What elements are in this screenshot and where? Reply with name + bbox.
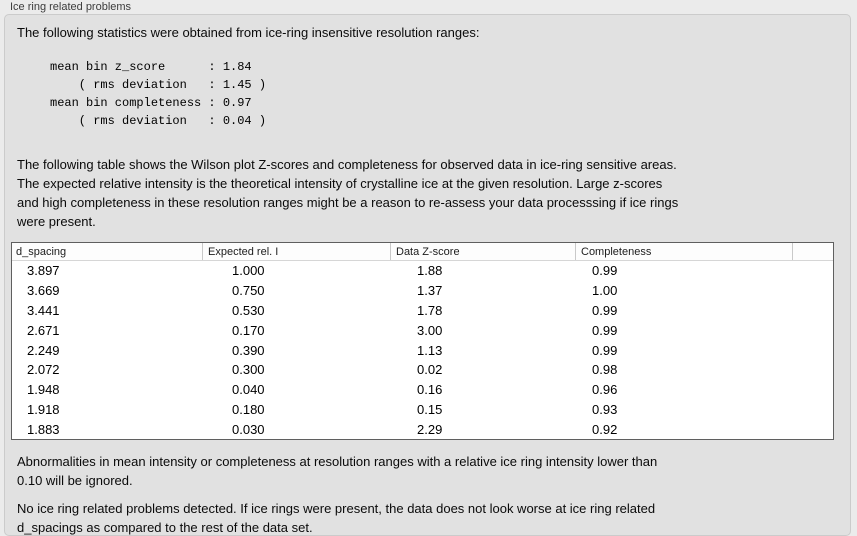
table-cell: 0.180 xyxy=(232,401,265,417)
table-row[interactable]: 2.671 0.170 3.00 0.99 xyxy=(12,320,833,341)
table-row[interactable]: 2.072 0.300 0.02 0.98 xyxy=(12,359,833,380)
ignore-note: Abnormalities in mean intensity or compl… xyxy=(17,454,658,488)
table-cell: 0.530 xyxy=(232,302,265,318)
conclusion-note: No ice ring related problems detected. I… xyxy=(17,501,656,535)
column-header-data-z-score[interactable]: Data Z-score xyxy=(390,243,575,260)
summary-stats-block: mean bin z_score : 1.84 ( rms deviation … xyxy=(50,60,267,128)
table-cell: 0.15 xyxy=(417,401,443,417)
table-cell: 0.99 xyxy=(592,263,618,279)
table-cell: 0.98 xyxy=(592,362,618,378)
table-body: 3.897 1.000 1.88 0.99 3.669 0.750 1.37 1.00 3.44… xyxy=(12,261,833,440)
ice-ring-table: d_spacing Expected rel. I Data Z-score Comp… xyxy=(11,242,834,440)
table-row[interactable]: 1.883 0.030 2.29 0.92 xyxy=(12,419,833,440)
table-cell: 2.29 xyxy=(417,421,443,437)
table-cell: 1.00 xyxy=(592,283,618,299)
table-cell: 0.040 xyxy=(232,382,265,398)
column-header-expected-rel-i[interactable]: Expected rel. I xyxy=(202,243,390,260)
table-cell: 0.02 xyxy=(417,362,443,378)
table-cell: 1.78 xyxy=(417,302,443,318)
table-cell: 0.99 xyxy=(592,342,618,358)
column-header-completeness[interactable]: Completeness xyxy=(575,243,792,260)
table-cell: 0.99 xyxy=(592,322,618,338)
table-row[interactable]: 3.669 0.750 1.37 1.00 xyxy=(12,280,833,301)
table-cell: 0.750 xyxy=(232,283,265,299)
table-cell: 0.93 xyxy=(592,401,618,417)
table-row[interactable]: 1.948 0.040 0.16 0.96 xyxy=(12,379,833,400)
column-header-d-spacing[interactable]: d_spacing xyxy=(16,245,67,258)
table-cell: 1.13 xyxy=(417,342,443,358)
table-cell: 3.00 xyxy=(417,322,443,338)
table-description: The following table shows the Wilson plo… xyxy=(17,157,679,229)
table-cell: 0.300 xyxy=(232,362,265,378)
table-cell: 1.948 xyxy=(27,382,60,398)
table-cell: 3.669 xyxy=(27,283,60,299)
groupbox-title: Ice ring related problems xyxy=(10,1,132,13)
table-row[interactable]: 1.918 0.180 0.15 0.93 xyxy=(12,399,833,420)
table-cell: 0.030 xyxy=(232,421,265,437)
table-cell: 3.897 xyxy=(27,263,60,279)
table-header-row: d_spacing Expected rel. I Data Z-score Comp… xyxy=(12,243,833,261)
table-cell: 0.390 xyxy=(232,342,265,358)
ice-ring-groupbox: The following statistics were obtained f… xyxy=(4,14,851,536)
table-cell: 1.883 xyxy=(27,421,60,437)
table-cell: 0.16 xyxy=(417,382,443,398)
table-cell: 1.37 xyxy=(417,283,443,299)
table-cell: 1.88 xyxy=(417,263,443,279)
table-cell: 1.000 xyxy=(232,263,265,279)
table-row[interactable]: 3.897 1.000 1.88 0.99 xyxy=(12,261,833,281)
table-cell: 2.249 xyxy=(27,342,60,358)
column-header-spacer xyxy=(792,243,833,260)
table-cell: 1.918 xyxy=(27,401,60,417)
table-row[interactable]: 3.441 0.530 1.78 0.99 xyxy=(12,300,833,321)
table-cell: 2.072 xyxy=(27,362,60,378)
table-cell: 0.92 xyxy=(592,421,618,437)
table-cell: 3.441 xyxy=(27,302,60,318)
intro-text: The following statistics were obtained f… xyxy=(17,25,480,40)
table-cell: 0.96 xyxy=(592,382,618,398)
table-cell: 2.671 xyxy=(27,322,60,338)
table-cell: 0.99 xyxy=(592,302,618,318)
table-cell: 0.170 xyxy=(232,322,265,338)
table-row[interactable]: 2.249 0.390 1.13 0.99 xyxy=(12,340,833,360)
